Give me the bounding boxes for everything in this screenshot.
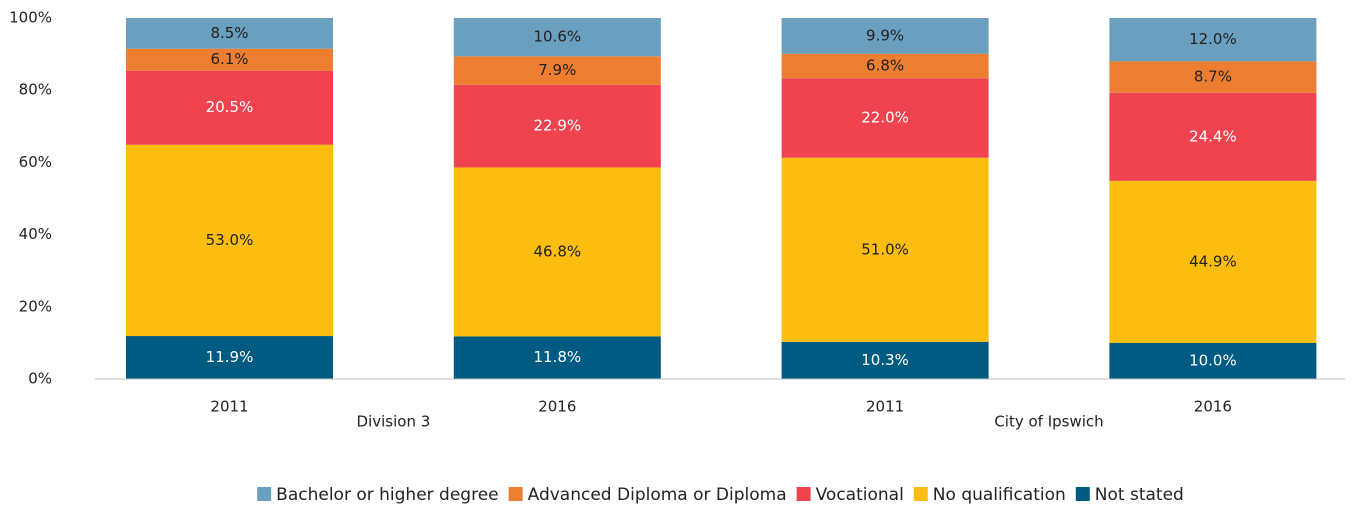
bar-segment bbox=[453, 336, 661, 379]
value-label: 22.0% bbox=[861, 108, 909, 126]
bar-segment bbox=[1109, 92, 1317, 181]
bar-segment bbox=[1109, 342, 1317, 379]
bar-segment bbox=[781, 53, 989, 79]
group-label: City of Ipswich bbox=[994, 413, 1103, 431]
legend-swatch bbox=[796, 487, 811, 501]
bar-segment bbox=[781, 18, 989, 54]
legend-text: Advanced Diploma or Diploma bbox=[528, 485, 787, 505]
y-tick-label: 20% bbox=[19, 297, 52, 315]
value-label: 12.0% bbox=[1189, 30, 1237, 48]
value-label: 44.9% bbox=[1189, 252, 1237, 270]
legend-text: No qualification bbox=[933, 485, 1066, 505]
bar-segment bbox=[1109, 61, 1317, 93]
legend-swatch bbox=[1075, 487, 1090, 501]
legend-text: Bachelor or higher degree bbox=[276, 485, 498, 505]
bar-segment bbox=[126, 18, 333, 49]
y-tick-label: 0% bbox=[28, 370, 52, 388]
y-tick-label: 100% bbox=[9, 9, 52, 27]
legend-swatch bbox=[257, 487, 272, 501]
y-tick-label: 80% bbox=[19, 81, 52, 99]
bar-segment bbox=[126, 48, 333, 71]
value-label: 10.6% bbox=[533, 28, 581, 46]
value-label: 8.5% bbox=[210, 24, 248, 42]
bar-segment bbox=[453, 167, 661, 337]
value-label: 10.3% bbox=[861, 351, 909, 369]
value-label: 11.8% bbox=[533, 348, 581, 366]
value-label: 6.8% bbox=[866, 57, 904, 75]
bar-segment bbox=[453, 84, 661, 168]
value-label: 7.9% bbox=[538, 61, 576, 79]
bar-segment bbox=[126, 144, 333, 337]
bar-segment bbox=[126, 336, 333, 379]
bar-segment bbox=[781, 341, 989, 379]
value-label: 22.9% bbox=[533, 117, 581, 135]
value-label: 11.9% bbox=[206, 348, 254, 366]
x-tick-label: 2016 bbox=[538, 398, 576, 416]
bar-segment bbox=[781, 78, 989, 158]
x-tick-label: 2016 bbox=[1194, 398, 1232, 416]
value-label: 8.7% bbox=[1194, 68, 1232, 86]
value-label: 9.9% bbox=[866, 26, 904, 44]
y-tick-label: 60% bbox=[19, 153, 52, 171]
x-tick-label: 2011 bbox=[866, 398, 904, 416]
legend-text: Not stated bbox=[1095, 485, 1184, 505]
x-tick-label: 2011 bbox=[210, 398, 248, 416]
group-label: Division 3 bbox=[357, 413, 431, 431]
bar-segment bbox=[453, 18, 661, 57]
value-label: 53.0% bbox=[206, 231, 254, 249]
value-label: 6.1% bbox=[210, 50, 248, 68]
legend-swatch bbox=[508, 487, 523, 501]
bar-segment bbox=[1109, 180, 1317, 343]
value-label: 20.5% bbox=[206, 98, 254, 116]
value-label: 46.8% bbox=[533, 242, 581, 260]
bar-segment bbox=[126, 70, 333, 145]
value-label: 24.4% bbox=[1189, 127, 1237, 145]
value-label: 10.0% bbox=[1189, 351, 1237, 369]
bar-segment bbox=[453, 56, 661, 85]
legend-text: Vocational bbox=[816, 485, 904, 505]
bar-segment bbox=[1109, 18, 1317, 62]
y-tick-label: 40% bbox=[19, 225, 52, 243]
legend-swatch bbox=[913, 487, 928, 501]
bar-segment bbox=[781, 157, 989, 342]
value-label: 51.0% bbox=[861, 240, 909, 258]
